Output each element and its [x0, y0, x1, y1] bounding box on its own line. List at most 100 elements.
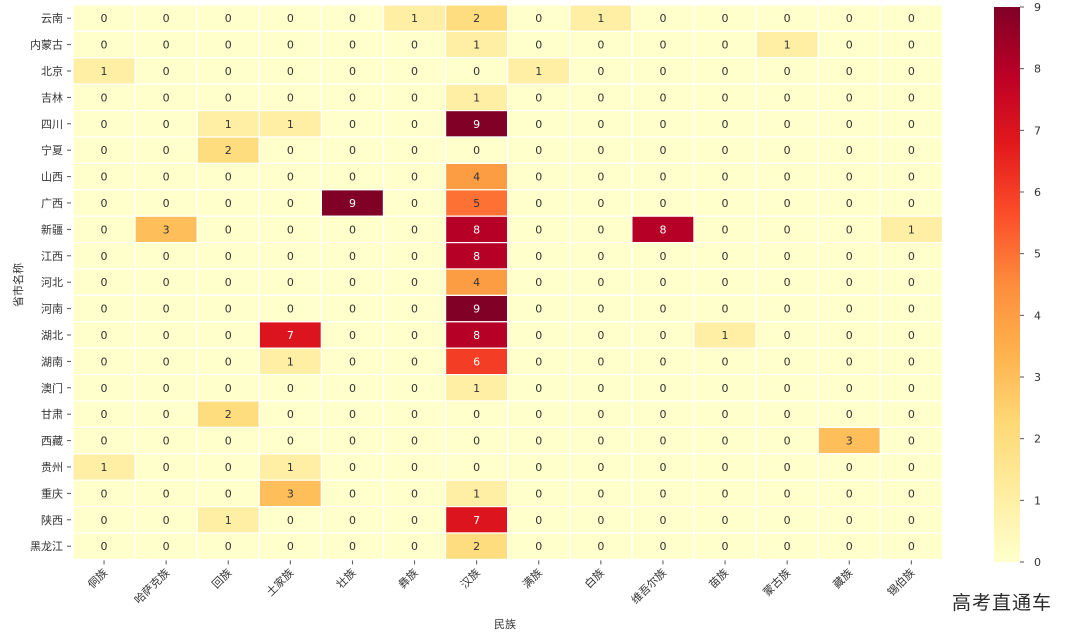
- cell-value-label: 0: [163, 144, 170, 157]
- cell-value-label: 1: [597, 12, 604, 25]
- heatmap-cell: [258, 532, 322, 560]
- cell-value-label: 0: [784, 355, 791, 368]
- cell-value-label: 0: [225, 223, 232, 236]
- cell-value-label: 0: [784, 91, 791, 104]
- x-tick-label: 侗族: [85, 566, 110, 591]
- cell-value-label: 0: [535, 276, 542, 289]
- colorbar-tick-label: 6: [1034, 186, 1041, 199]
- heatmap-cell: [755, 83, 819, 112]
- cell-value-label: 0: [659, 12, 666, 25]
- cell-value-label: 0: [784, 118, 791, 131]
- cell-value-label: 1: [287, 118, 294, 131]
- cell-value-label: 0: [597, 250, 604, 263]
- x-tick-label: 维吾尔族: [628, 566, 669, 607]
- cell-value-label: 0: [535, 487, 542, 500]
- x-axis-title: 民族: [494, 617, 516, 631]
- cell-value-label: 0: [101, 487, 108, 500]
- heatmap-cell: [507, 426, 571, 455]
- cell-value-label: 0: [411, 487, 418, 500]
- cell-value-label: 0: [908, 461, 915, 474]
- cell-value-label: 0: [225, 329, 232, 342]
- cell-value-label: 0: [659, 171, 666, 184]
- cell-value-label: 0: [659, 435, 666, 448]
- heatmap-cell: [879, 374, 943, 402]
- cell-value-label: 0: [101, 144, 108, 157]
- heatmap-cell: [382, 83, 447, 112]
- cell-value-label: 0: [535, 118, 542, 131]
- cell-value-label: 0: [411, 461, 418, 474]
- heatmap-cell: [507, 215, 571, 244]
- cell-value-label: 0: [722, 144, 729, 157]
- cell-value-label: 0: [163, 12, 170, 25]
- heatmap-cell: [879, 268, 943, 296]
- heatmap-cell: [693, 374, 757, 402]
- y-axis-title: 省市名称: [11, 263, 25, 307]
- heatmap-cell: [196, 30, 260, 59]
- cell-value-label: 2: [473, 12, 480, 25]
- heatmap-cell: [258, 215, 322, 244]
- heatmap-cell: [320, 347, 385, 376]
- cell-value-label: 5: [473, 197, 480, 210]
- heatmap-cell: [879, 4, 943, 32]
- heatmap-cell: [755, 532, 819, 560]
- cell-value-label: 0: [846, 303, 853, 316]
- cell-value-label: 0: [411, 355, 418, 368]
- x-tick-label: 回族: [209, 566, 234, 591]
- cell-value-label: 0: [349, 276, 356, 289]
- cell-value-label: 0: [101, 303, 108, 316]
- cell-value-label: 0: [101, 435, 108, 448]
- x-tick-label: 彝族: [395, 566, 420, 591]
- cell-value-label: 0: [784, 487, 791, 500]
- cell-value-label: 0: [535, 329, 542, 342]
- heatmap-cell: [693, 532, 757, 560]
- cell-value-label: 0: [535, 197, 542, 210]
- cell-value-label: 0: [659, 65, 666, 78]
- y-tick-label: 四川: [41, 118, 63, 131]
- cell-value-label: 0: [411, 382, 418, 395]
- cell-value-label: 0: [349, 514, 356, 527]
- cell-value-label: 1: [908, 223, 915, 236]
- cell-value-label: 0: [722, 250, 729, 263]
- cell-value-label: 0: [908, 329, 915, 342]
- y-tick-label: 内蒙古: [30, 38, 63, 52]
- heatmap-cell: [258, 136, 322, 164]
- cell-value-label: 0: [846, 461, 853, 474]
- heatmap-cell: [693, 426, 757, 455]
- cell-value-label: 0: [908, 435, 915, 448]
- cell-value-label: 0: [225, 91, 232, 104]
- cell-value-label: 9: [473, 303, 480, 316]
- cell-value-label: 0: [659, 39, 666, 52]
- cell-value-label: 0: [784, 461, 791, 474]
- heatmap-cell: [879, 83, 943, 112]
- heatmap-cell: [382, 242, 447, 270]
- heatmap-cell: [258, 83, 322, 112]
- cell-value-label: 1: [225, 514, 232, 527]
- cell-value-label: 0: [597, 355, 604, 368]
- cell-value-label: 0: [225, 276, 232, 289]
- cell-value-label: 9: [473, 118, 480, 131]
- heatmap-cell: [755, 294, 819, 323]
- heatmap-cell: [72, 189, 136, 217]
- cell-value-label: 0: [163, 197, 170, 210]
- cell-value-label: 0: [722, 65, 729, 78]
- heatmap-cell: [258, 162, 322, 191]
- cell-value-label: 0: [101, 39, 108, 52]
- cell-value-label: 0: [784, 144, 791, 157]
- cell-value-label: 0: [784, 514, 791, 527]
- cell-value-label: 1: [411, 12, 418, 25]
- colorbar-gradient: [994, 7, 1020, 562]
- cell-value-label: 0: [908, 197, 915, 210]
- cell-value-label: 0: [411, 197, 418, 210]
- cell-value-label: 0: [101, 540, 108, 553]
- cell-value-label: 0: [411, 91, 418, 104]
- heatmap-cell: [817, 162, 881, 191]
- heatmap-cell: [196, 83, 260, 112]
- heatmap-cell: [320, 30, 385, 59]
- heatmap-cell: [879, 109, 943, 138]
- heatmap-cell: [258, 400, 322, 428]
- x-tick-labels: 侗族 哈萨克族 回族 土家族 壮族 彝族 汉族 满族 白族 维吾尔族 苗族 蒙古族 藏族 锡伯族: [85, 560, 917, 607]
- cell-value-label: 0: [722, 223, 729, 236]
- cell-value-label: 0: [163, 65, 170, 78]
- heatmap-cell: [382, 189, 447, 217]
- cell-value-label: 0: [659, 540, 666, 553]
